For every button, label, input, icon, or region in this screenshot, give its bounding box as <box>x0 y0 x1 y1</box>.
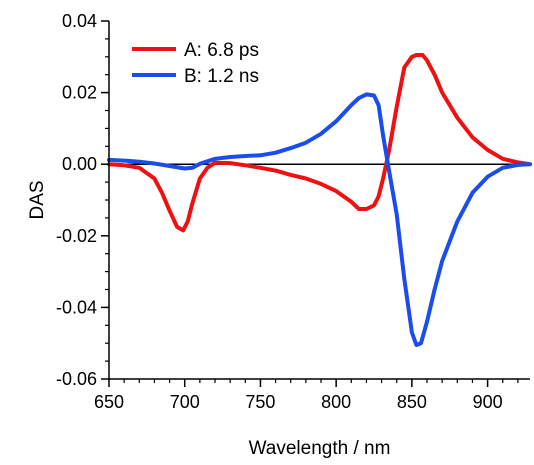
x-tick-label: 750 <box>245 392 275 412</box>
y-tick-label: -0.06 <box>56 369 97 389</box>
y-tick-label: 0.00 <box>62 154 97 174</box>
legend-label-a: A: 6.8 ps <box>184 40 259 61</box>
plot-area <box>107 53 532 347</box>
x-tick-label: 650 <box>94 392 124 412</box>
y-tick-label: 0.02 <box>62 83 97 103</box>
x-tick-label: 900 <box>473 392 503 412</box>
y-axis-title: DAS <box>27 180 48 219</box>
y-tick-label: 0.04 <box>62 11 97 31</box>
x-tick-label: 700 <box>170 392 200 412</box>
legend-label-b: B: 1.2 ns <box>184 66 259 87</box>
axes: 650 700 750 800 850 900 -0.06 -0.04 -0.02 0.00 0.0… <box>56 11 530 412</box>
y-tick-label: -0.02 <box>56 226 97 246</box>
x-tick-label: 850 <box>397 392 427 412</box>
legend: A: 6.8 ps B: 1.2 ns <box>132 40 259 87</box>
y-tick-label: -0.04 <box>56 297 97 317</box>
series-line-a <box>107 53 532 233</box>
x-axis-title: Wavelength / nm <box>249 438 391 459</box>
x-tick-label: 800 <box>321 392 351 412</box>
series-line-b <box>107 92 532 347</box>
